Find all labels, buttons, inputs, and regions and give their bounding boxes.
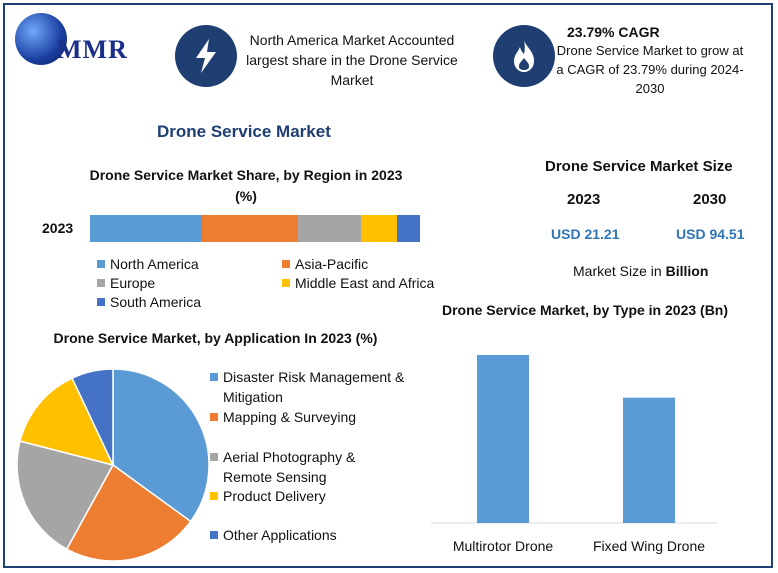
legend-swatch <box>97 298 105 306</box>
pie-legend-item-disaster-risk-management-mitigation: Disaster Risk Management & Mitigation <box>210 367 408 407</box>
region-bar-segment-asia-pacific <box>202 215 298 242</box>
pie-slice-disaster-risk-management-mitigation <box>112 368 210 523</box>
infographic-frame: MMR North America Market Accounted large… <box>3 3 773 568</box>
legend-swatch <box>210 492 218 500</box>
region-bar-segment-middle-east-and-africa <box>360 215 397 242</box>
legend-swatch <box>210 453 218 461</box>
size-2023-value: USD 21.21 <box>551 226 620 242</box>
pie-legend-item-mapping-surveying: Mapping & Surveying <box>210 407 408 427</box>
type-chart-title: Drone Service Market, by Type in 2023 (B… <box>441 302 729 318</box>
type-bar-multirotor-drone <box>477 355 529 523</box>
region-legend-item-middle-east-and-africa: Middle East and Africa <box>282 275 452 291</box>
unit-prefix: Market Size in <box>573 263 666 279</box>
year-2030-label: 2030 <box>693 191 727 208</box>
legend-label: Disaster Risk Management & Mitigation <box>223 369 405 405</box>
unit-bold: Billion <box>665 263 709 279</box>
legend-swatch <box>282 279 290 287</box>
region-stacked-bar <box>90 215 420 242</box>
main-title: Drone Service Market <box>157 122 331 141</box>
region-legend-item-europe: Europe <box>97 275 282 291</box>
legend-swatch <box>210 531 218 539</box>
application-chart-title: Drone Service Market, by Application In … <box>53 330 378 346</box>
pie-slice-product-delivery <box>19 377 115 467</box>
region-legend-item-asia-pacific: Asia-Pacific <box>282 256 452 272</box>
legend-swatch <box>97 279 105 287</box>
pie-legend-item-product-delivery: Product Delivery <box>210 486 408 506</box>
legend-swatch <box>210 413 218 421</box>
cagr-title: 23.79% CAGR <box>567 24 660 40</box>
pie-slice-other-applications <box>71 368 114 466</box>
legend-swatch <box>282 260 290 268</box>
region-share-note: North America Market Accounted largest s… <box>246 32 458 88</box>
type-tick-label-multirotor-drone: Multirotor Drone <box>453 538 554 554</box>
region-legend-item-south-america: South America <box>97 294 282 310</box>
legend-label: Middle East and Africa <box>295 275 435 291</box>
globe-logo-icon <box>15 13 67 65</box>
region-bar-segment-south-america <box>396 215 420 242</box>
legend-label: South America <box>110 294 202 310</box>
cagr-description: Drone Service Market to grow at a CAGR o… <box>556 43 744 96</box>
legend-swatch <box>210 373 218 381</box>
legend-label: Asia-Pacific <box>295 256 369 272</box>
size-2030-value: USD 94.51 <box>676 226 745 242</box>
legend-label: Product Delivery <box>223 488 326 504</box>
application-pie-chart <box>16 368 210 562</box>
flame-icon <box>493 25 555 87</box>
legend-label: North America <box>110 256 199 272</box>
year-2023-label: 2023 <box>567 191 601 208</box>
region-legend: North America Asia-Pacific Europe Middle Ea… <box>97 256 457 310</box>
legend-swatch <box>97 260 105 268</box>
legend-label: Aerial Photography & Remote Sensing <box>223 449 356 485</box>
region-year-label: 2023 <box>42 220 74 236</box>
type-bar-chart: Multirotor Drone Fixed Wing Drone <box>431 355 717 554</box>
legend-label: Other Applications <box>223 527 337 543</box>
region-chart-title: Drone Service Market Share, by Region in… <box>89 167 403 204</box>
region-bar-segment-europe <box>297 215 361 242</box>
type-tick-label-fixed-wing-drone: Fixed Wing Drone <box>593 538 705 554</box>
market-size-unit: Market Size in Billion <box>573 263 708 279</box>
type-bar-fixed-wing-drone <box>623 397 675 523</box>
region-bar-segment-north-america <box>90 215 203 242</box>
legend-label: Europe <box>110 275 156 291</box>
pie-legend-item-aerial-photography-remote-sensing: Aerial Photography & Remote Sensing <box>210 447 408 487</box>
brand-logo-text: MMR <box>57 35 128 64</box>
lightning-icon <box>175 25 237 87</box>
pie-slice-mapping-surveying <box>65 463 192 562</box>
pie-legend-item-other-applications: Other Applications <box>210 525 408 545</box>
legend-label: Mapping & Surveying <box>223 409 357 425</box>
market-size-title: Drone Service Market Size <box>545 158 733 175</box>
region-legend-item-north-america: North America <box>97 256 282 272</box>
pie-slice-aerial-photography-remote-sensing <box>16 440 115 551</box>
